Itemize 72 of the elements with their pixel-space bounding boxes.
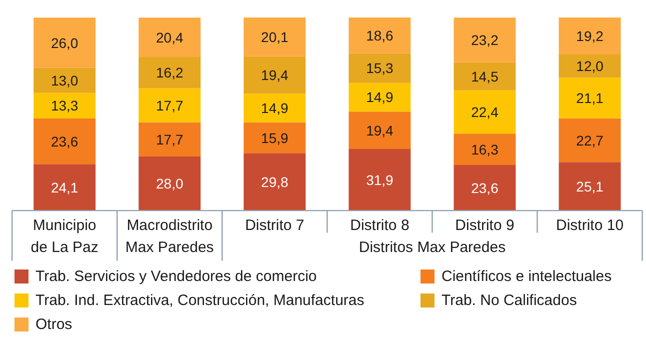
- data-label: 28,0: [156, 176, 184, 192]
- data-label: 19,2: [576, 28, 604, 44]
- data-label: 15,9: [261, 130, 288, 146]
- data-label: 13,3: [50, 98, 78, 114]
- legend-label: Científicos e intelectuales: [442, 268, 612, 285]
- bar: [138, 18, 201, 58]
- legend-label: Otros: [36, 316, 72, 333]
- bar: [34, 118, 96, 164]
- bar: [348, 112, 411, 150]
- data-label: 31,9: [366, 172, 394, 188]
- legend-label: Trab. No Calificados: [442, 292, 577, 309]
- x-tick-label: Municipio de La Paz: [30, 217, 98, 256]
- data-label: 16,3: [471, 141, 499, 158]
- bar: [348, 17, 411, 54]
- bar: [348, 149, 411, 211]
- bar: [244, 94, 306, 122]
- data-label: 21,1: [576, 90, 604, 106]
- data-label: 20,1: [261, 28, 288, 45]
- legend-label: Trab. Ind. Extractiva, Construcción, Manufacturas: [36, 292, 364, 309]
- bar: [558, 54, 621, 78]
- bar: [558, 17, 621, 55]
- data-label: 14,9: [261, 100, 288, 116]
- bar: [454, 165, 516, 211]
- data-label: 24,1: [50, 179, 78, 196]
- bar: [454, 18, 516, 62]
- x-tick-label: Distrito 9: [455, 217, 514, 234]
- bar: [138, 57, 201, 88]
- data-label: 19,4: [366, 122, 394, 138]
- bar: [244, 153, 306, 211]
- data-label: 20,4: [156, 29, 184, 46]
- bar: [138, 88, 201, 122]
- bar: [558, 118, 621, 162]
- bar: [348, 82, 411, 112]
- x-tick-label: Distrito 8: [350, 217, 410, 234]
- x-tick-label: Distrito 10: [556, 217, 624, 234]
- bar: [34, 68, 96, 93]
- data-label: 12,0: [576, 58, 604, 74]
- data-label: 23,6: [50, 133, 78, 150]
- data-label: 29,8: [261, 174, 288, 190]
- bar: [244, 56, 306, 94]
- bar: [244, 122, 306, 154]
- data-label: 17,7: [156, 131, 184, 148]
- bar: [454, 90, 516, 134]
- data-label: 15,3: [366, 60, 394, 76]
- bar: [558, 162, 621, 211]
- bar: [138, 156, 201, 211]
- bar: [558, 78, 621, 118]
- bar: [34, 92, 96, 119]
- data-label: 22,4: [471, 104, 499, 120]
- x-tick-label: Distrito 7: [245, 217, 304, 234]
- data-label: 19,4: [261, 66, 288, 83]
- data-label: 22,7: [576, 132, 604, 148]
- text: Distritos Max Paredes: [358, 239, 506, 256]
- bar: [34, 164, 96, 211]
- data-label: 23,2: [471, 32, 499, 48]
- bar: [348, 53, 411, 83]
- x-tick-label: Macrodistrito Max Paredes: [125, 217, 214, 256]
- bar: [34, 18, 96, 68]
- bar: [454, 62, 516, 90]
- legend-label: Trab. Servicios y Vendedores de comercio: [36, 268, 317, 285]
- data-label: 14,9: [366, 89, 394, 106]
- data-label: 25,1: [576, 178, 604, 194]
- data-label: 23,6: [471, 180, 499, 196]
- bar: [454, 134, 516, 166]
- data-label: 16,2: [156, 64, 184, 81]
- data-label: 18,6: [366, 27, 394, 44]
- bar: [138, 122, 201, 157]
- data-label: 26,0: [50, 34, 78, 51]
- bar: [244, 17, 306, 56]
- data-label: 14,5: [471, 68, 499, 84]
- data-label: 13,0: [50, 72, 78, 88]
- data-label: 17,7: [156, 97, 184, 114]
